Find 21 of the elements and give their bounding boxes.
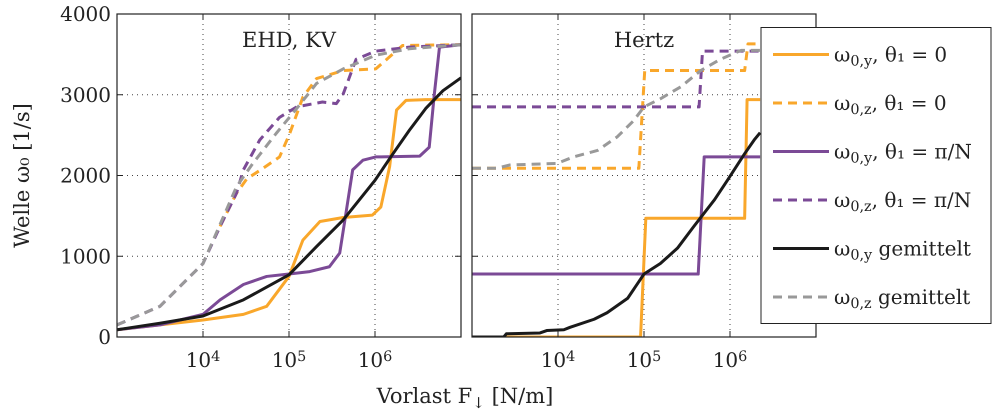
y-tick-label: 2000 (60, 164, 111, 188)
legend-label: ω$_{0,y}$ gemittelt (834, 236, 971, 264)
y-tick-label: 3000 (60, 82, 111, 107)
legend-label: ω$_{0,y}$, θ₁ = 0 (834, 42, 948, 70)
x-tick-label: 10$^{5}$ (272, 348, 306, 372)
x-tick-label: 10$^{5}$ (626, 348, 662, 372)
x-tick-label: 10$^{4}$ (540, 348, 576, 372)
x-tick-label: 10$^{6}$ (712, 348, 748, 372)
legend-label: ω$_{0,z}$ gemittelt (834, 285, 970, 312)
legend-label: ω$_{0,y}$, θ₁ = π/N (834, 140, 972, 167)
x-axis-title: Vorlast F$_{↓}$ [N/m] (376, 384, 554, 411)
text: Hertz (614, 28, 674, 52)
legend-label: ω$_{0,z}$, θ₁ = 0 (834, 91, 947, 118)
y-tick-label: 0 (98, 325, 111, 349)
x-tick-label: 10$^{4}$ (186, 348, 220, 372)
y-tick-label: 4000 (60, 2, 111, 26)
y-axis-title: Welle ω₀ [1/s] (10, 103, 34, 248)
legend-label: ω$_{0,z}$, θ₁ = π/N (834, 188, 972, 216)
x-tick-label: 10$^{6}$ (358, 348, 392, 372)
text: EHD, KV (242, 28, 337, 52)
y-tick-label: 1000 (60, 244, 111, 268)
